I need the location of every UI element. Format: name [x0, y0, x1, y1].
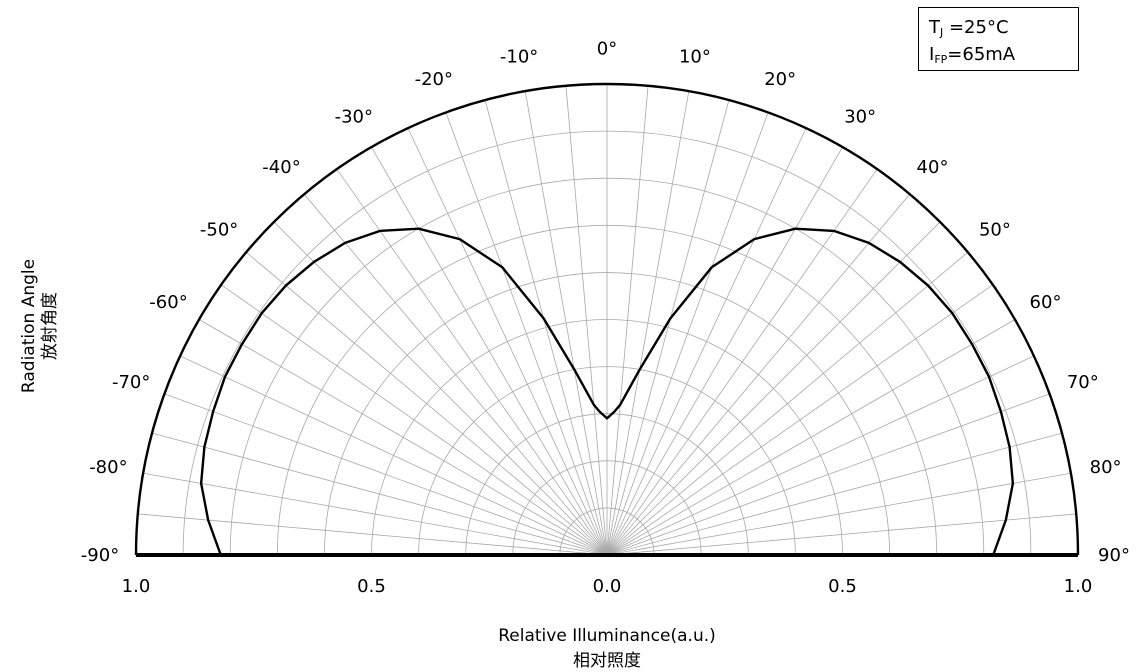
grid-spoke [151, 432, 608, 556]
angle-label: 10° [679, 46, 711, 67]
grid-spoke [371, 146, 608, 556]
radial-tick-label: 0.0 [593, 576, 622, 597]
grid-spoke [524, 91, 608, 556]
angle-label: -40° [262, 157, 300, 178]
grid-spoke [606, 221, 941, 556]
angle-label: -80° [89, 457, 127, 478]
grid-spoke [179, 355, 608, 556]
grid-spoke [565, 85, 608, 556]
angle-label: 20° [764, 69, 796, 90]
grid-spoke [606, 472, 1071, 556]
radial-tick-label: 0.5 [357, 576, 386, 597]
angle-label: 30° [844, 107, 876, 128]
legend-ifp-symbol: I [929, 44, 935, 65]
grid-spoke [220, 284, 608, 556]
angle-label: -60° [149, 292, 187, 313]
x-axis-label-cn: 相对照度 [573, 651, 641, 671]
grid-spoke [606, 513, 1077, 556]
angle-label: 70° [1067, 372, 1099, 393]
angle-label: 0° [597, 39, 617, 60]
angle-label: 40° [917, 157, 949, 178]
grid-spoke [484, 99, 608, 556]
grid-spoke [606, 355, 1035, 556]
grid-spoke [606, 168, 878, 556]
radial-tick-label: 0.5 [828, 576, 857, 597]
grid-spoke [606, 112, 769, 556]
angle-label: -70° [112, 372, 150, 393]
grid-spoke [606, 393, 1050, 556]
grid-spoke [164, 393, 608, 556]
grid-spoke [606, 193, 911, 556]
grid-spoke [137, 513, 608, 556]
legend-forward-current: IFP=65mA [929, 44, 1015, 66]
chart-marks [134, 82, 1080, 557]
grid-spoke [336, 168, 608, 556]
angle-label: 90° [1098, 545, 1130, 566]
angle-label: 80° [1090, 457, 1122, 478]
chart-labels: -90° -80° -70° -60° -50° -40° -30° -20° -10° 0° 10… [81, 39, 1130, 597]
grid-spoke [606, 284, 994, 556]
legend: TJ =25°C IFP=65mA [918, 7, 1079, 71]
grid-spoke [606, 91, 690, 556]
grid-spoke [303, 193, 608, 556]
grid-spoke [245, 251, 608, 556]
radial-tick-label: 1.0 [1064, 576, 1093, 597]
grid-spoke [273, 221, 608, 556]
grid-spoke [606, 251, 969, 556]
grid-spoke [606, 146, 843, 556]
legend-tj-value: =25°C [943, 17, 1009, 38]
outer-boundary [134, 82, 1080, 556]
grid-spoke [606, 319, 1016, 556]
angle-label: -20° [415, 69, 453, 90]
legend-tj-subscript: J [940, 26, 944, 39]
grid-spoke [445, 112, 608, 556]
grid-spoke [606, 99, 730, 556]
legend-junction-temp: TJ =25°C [929, 17, 1009, 39]
grid-spoke [606, 85, 649, 556]
polar-grid [137, 84, 1077, 556]
angle-label: 50° [979, 220, 1011, 241]
grid-spoke [407, 127, 608, 556]
radiation-pattern-curve [199, 227, 1015, 556]
grid-spoke [606, 432, 1063, 556]
angle-label: 60° [1030, 292, 1062, 313]
grid-spoke [143, 472, 608, 556]
radial-tick-label: 1.0 [122, 576, 151, 597]
legend-tj-symbol: T [929, 17, 940, 38]
x-axis-label: Relative Illuminance(a.u.) [498, 626, 716, 646]
legend-ifp-subscript: FP [934, 53, 948, 66]
legend-ifp-value: =65mA [947, 44, 1016, 65]
angle-label: -90° [81, 545, 119, 566]
grid-spoke [606, 127, 807, 556]
y-axis-label-cn: 放射角度 [40, 292, 60, 360]
grid-spoke [198, 319, 608, 556]
y-axis-label: Radiation Angle [19, 259, 39, 393]
angle-label: -10° [500, 46, 538, 67]
angle-label: -30° [335, 107, 373, 128]
angle-label: -50° [200, 220, 238, 241]
